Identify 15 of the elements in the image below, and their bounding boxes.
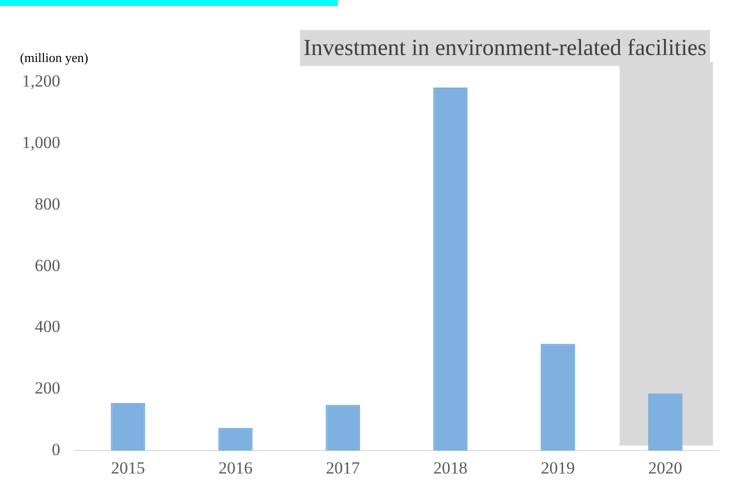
y-tick-label: 0 <box>52 440 60 460</box>
x-tick-label: 2017 <box>326 458 360 478</box>
y-tick-label: 1,000 <box>22 132 60 152</box>
y-tick-label: 200 <box>34 378 60 398</box>
x-tick-label: 2015 <box>110 458 145 478</box>
y-tick-label: 400 <box>34 317 60 336</box>
y-axis-title: (million yen) <box>20 50 88 66</box>
y-tick-label: 800 <box>34 194 60 214</box>
x-tick-label: 2016 <box>218 458 252 478</box>
x-tick-label: 2018 <box>433 458 468 478</box>
y-tick-label: 600 <box>34 256 60 275</box>
x-tick-label: 2020 <box>648 458 682 478</box>
y-tick-label: 1,200 <box>22 71 60 90</box>
x-tick-label: 2019 <box>540 458 575 478</box>
chart-title: Investment in environment-related facilities <box>300 30 710 66</box>
